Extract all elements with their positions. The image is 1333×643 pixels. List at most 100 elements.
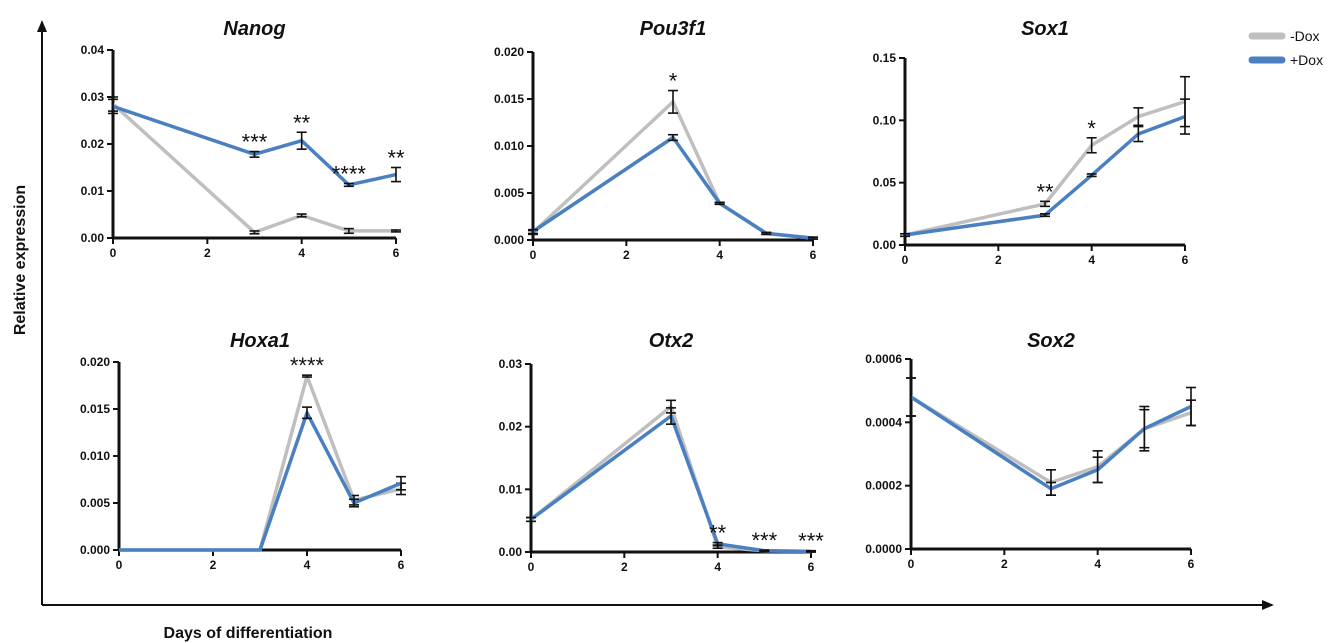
x-tick-label-sox2: 0 — [908, 557, 915, 571]
error-bar-pou3f1-plus-dox — [528, 228, 538, 235]
x-tick-label-nanog: 6 — [393, 246, 400, 260]
x-tick-label-pou3f1: 4 — [716, 248, 723, 262]
significance-annotation-otx2: ** — [709, 521, 727, 546]
x-tick-label-sox2: 2 — [1001, 557, 1008, 571]
y-tick-label-hoxa1: 0.015 — [80, 402, 110, 416]
error-bar-sox1-plus-dox — [1133, 125, 1144, 143]
y-tick-label-pou3f1: 0.010 — [494, 139, 524, 153]
y-tick-label-sox1: 0.00 — [873, 238, 897, 252]
global-y-axis-label: Relative expression — [12, 185, 29, 335]
series-line-hoxa1-minus-dox — [119, 374, 402, 552]
y-tick-label-pou3f1: 0.015 — [494, 92, 524, 106]
x-tick-label-hoxa1: 4 — [304, 558, 311, 572]
significance-annotation-sox1: * — [1087, 116, 1096, 141]
error-bar-sox1-minus-dox — [1133, 107, 1144, 127]
error-bar-sox2-plus-dox — [1092, 456, 1103, 484]
y-tick-label-otx2: 0.01 — [499, 482, 523, 496]
significance-annotation-nanog: **** — [332, 161, 367, 186]
series-line-pou3f1-minus-dox — [531, 100, 814, 240]
y-tick-label-pou3f1: 0.020 — [494, 45, 524, 59]
y-tick-label-nanog: 0.01 — [81, 184, 105, 198]
error-bar-otx2-plus-dox — [712, 541, 723, 546]
error-bar-nanog-minus-dox — [391, 229, 401, 233]
x-tick-label-nanog: 0 — [110, 246, 117, 260]
y-tick-label-sox2: 0.0000 — [865, 542, 902, 556]
x-tick-label-sox2: 6 — [1188, 557, 1195, 571]
x-tick-label-sox1: 6 — [1182, 253, 1189, 267]
panel-title-nanog: Nanog — [223, 18, 285, 40]
panel-title-hoxa1: Hoxa1 — [230, 330, 290, 352]
y-tick-label-hoxa1: 0.020 — [80, 355, 110, 369]
significance-annotation-otx2: *** — [751, 528, 777, 553]
y-tick-label-pou3f1: 0.000 — [494, 233, 524, 247]
error-bar-nanog-plus-dox — [296, 131, 307, 150]
error-bar-nanog-minus-dox — [343, 227, 354, 235]
y-tick-label-hoxa1: 0.000 — [80, 543, 110, 557]
significance-annotation-sox1: ** — [1036, 179, 1054, 204]
y-tick-label-nanog: 0.04 — [81, 43, 105, 57]
error-bar-sox2-plus-dox — [906, 377, 916, 417]
x-tick-label-sox1: 0 — [902, 253, 909, 267]
significance-annotation-nanog: ** — [293, 110, 311, 135]
series-line-hoxa1-plus-dox — [119, 411, 402, 552]
y-tick-label-sox1: 0.05 — [873, 176, 897, 190]
y-tick-label-otx2: 0.02 — [499, 420, 523, 434]
error-bar-hoxa1-minus-dox — [302, 374, 312, 378]
y-tick-label-pou3f1: 0.005 — [494, 186, 524, 200]
error-bar-sox1-minus-dox — [1086, 136, 1097, 154]
y-tick-label-sox2: 0.0002 — [865, 479, 902, 493]
error-bar-pou3f1-minus-dox — [668, 89, 678, 114]
x-tick-label-hoxa1: 6 — [398, 558, 405, 572]
x-tick-label-sox1: 2 — [995, 253, 1002, 267]
global-x-axis-label: Days of differentiation — [164, 625, 333, 642]
error-bar-sox1-plus-dox — [1180, 98, 1190, 135]
error-bar-hoxa1-plus-dox — [396, 475, 406, 491]
error-bar-nanog-plus-dox — [343, 182, 354, 188]
x-tick-label-pou3f1: 0 — [530, 248, 537, 262]
error-bar-pou3f1-plus-dox — [714, 201, 725, 206]
significance-annotation-pou3f1: * — [669, 69, 678, 94]
x-tick-label-hoxa1: 2 — [210, 558, 217, 572]
error-bar-pou3f1-plus-dox — [668, 133, 678, 142]
error-bar-hoxa1-plus-dox — [302, 406, 312, 420]
x-tick-label-pou3f1: 6 — [810, 248, 817, 262]
x-tick-label-otx2: 0 — [528, 560, 535, 574]
x-tick-label-otx2: 2 — [621, 560, 628, 574]
significance-annotation-nanog: *** — [242, 130, 268, 155]
panel-sox2: Sox2 0.0000 0.0002 0.0004 0.0006 0 2 4 6 — [865, 330, 1196, 571]
error-bar-nanog-minus-dox — [296, 213, 307, 218]
y-tick-label-nanog: 0.02 — [81, 137, 105, 151]
error-bar-sox2-plus-dox — [1046, 481, 1056, 496]
significance-annotation-hoxa1: **** — [290, 353, 325, 378]
x-tick-label-nanog: 4 — [298, 246, 305, 260]
error-bar-hoxa1-plus-dox — [349, 498, 359, 508]
error-bar-otx2-plus-dox — [759, 549, 770, 553]
error-bar-otx2-plus-dox — [666, 407, 676, 425]
legend-item-plus-dox: +Dox — [1248, 52, 1323, 68]
panel-title-otx2: Otx2 — [649, 330, 693, 352]
legend-item-minus-dox: -Dox — [1248, 28, 1320, 44]
error-bar-nanog-minus-dox — [249, 230, 260, 235]
x-tick-label-otx2: 6 — [808, 560, 815, 574]
panel-hoxa1: Hoxa1 0.000 0.005 0.010 0.015 0.020 0 2 4 6 **** — [80, 330, 406, 572]
y-tick-label-sox2: 0.0006 — [865, 352, 902, 366]
y-tick-label-otx2: 0.03 — [499, 357, 523, 371]
significance-annotation-nanog: ** — [387, 146, 405, 171]
y-tick-label-otx2: 0.00 — [499, 545, 523, 559]
error-bar-otx2-plus-dox — [526, 516, 536, 523]
significance-annotation-otx2: *** — [798, 529, 824, 554]
y-tick-label-hoxa1: 0.005 — [80, 496, 110, 510]
y-tick-label-sox1: 0.10 — [873, 113, 897, 127]
y-tick-label-nanog: 0.00 — [81, 231, 105, 245]
series-line-sox1-plus-dox — [904, 114, 1186, 237]
x-tick-label-otx2: 4 — [714, 560, 721, 574]
x-tick-label-sox2: 4 — [1094, 557, 1101, 571]
error-bar-nanog-plus-dox — [391, 166, 401, 183]
series-line-pou3f1-plus-dox — [532, 135, 814, 240]
panel-title-sox1: Sox1 — [1021, 18, 1069, 40]
x-tick-label-pou3f1: 2 — [623, 248, 630, 262]
